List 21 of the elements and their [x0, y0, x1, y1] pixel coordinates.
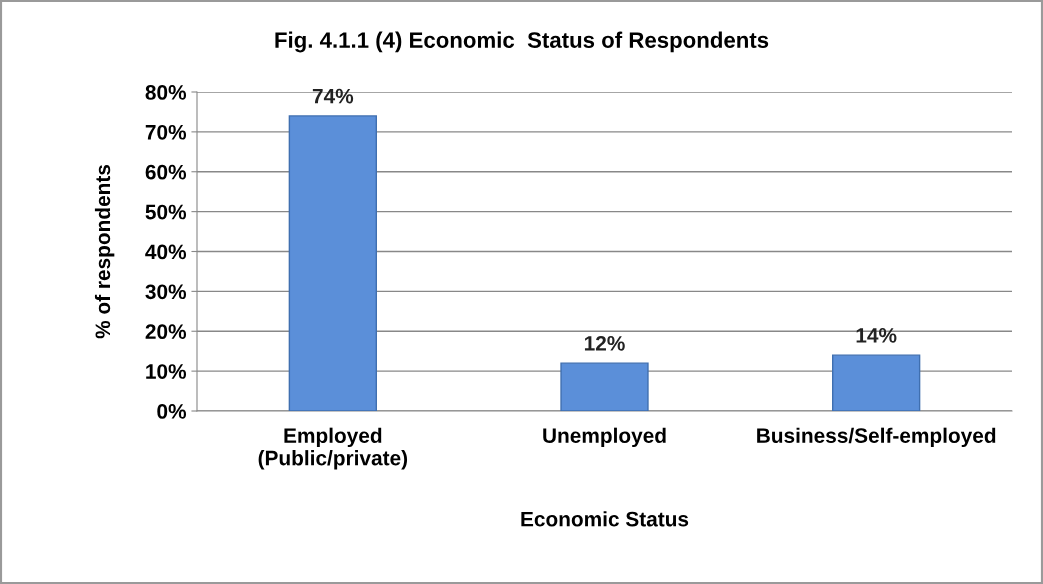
y-tick-label: 70% — [145, 124, 187, 140]
bar — [560, 362, 649, 411]
bar — [288, 115, 377, 411]
bar — [832, 354, 921, 411]
y-tick-label: 80% — [145, 85, 187, 100]
data-label: 14% — [856, 328, 897, 343]
y-tick-label: 50% — [145, 204, 187, 220]
y-tick-label: 10% — [146, 364, 187, 379]
data-label: 74% — [312, 88, 354, 104]
y-tick-label: 60% — [145, 164, 187, 180]
y-axis-title: % of respondents — [94, 164, 115, 339]
y-tick-label: 40% — [145, 244, 187, 260]
y-tick-label: 0% — [157, 404, 187, 419]
y-tick-label: 20% — [145, 324, 187, 339]
x-tick-label: Business/Self-employed — [757, 427, 996, 448]
x-axis-title: Economic Status — [521, 511, 689, 527]
y-tick-label: 30% — [145, 284, 187, 300]
data-label: 12% — [584, 335, 625, 351]
x-tick-label: Employed (Public/private) — [258, 427, 408, 470]
chart-title: Fig. 4.1.1 (4) Economic Status of Respondents — [275, 31, 769, 53]
x-tick-label: Unemployed — [543, 427, 666, 448]
